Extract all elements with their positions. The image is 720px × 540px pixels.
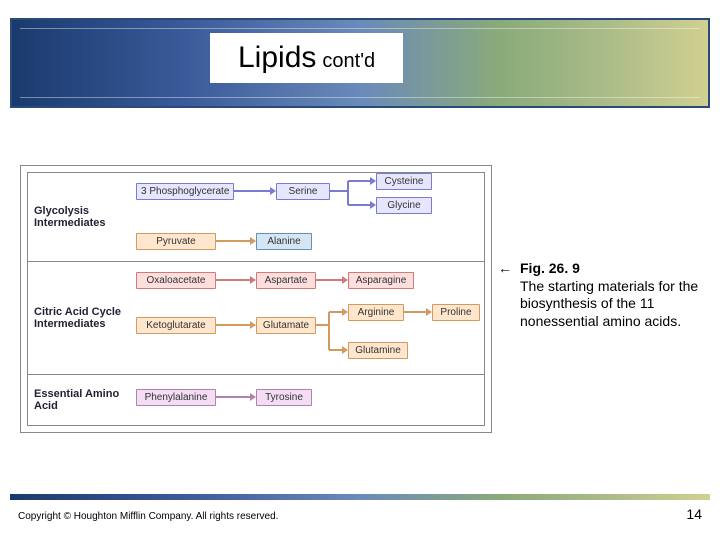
figure-row: Essential Amino Acid Phenylalanine Tyrosin…: [28, 375, 484, 425]
arrowhead-icon: [342, 308, 348, 316]
figure-row: Citric Acid Cycle IntermediatesOxaloacet…: [28, 262, 484, 376]
edge: [316, 279, 342, 281]
arrowhead-icon: [250, 237, 256, 245]
row-content: Oxaloacetate Aspartate Asparagine Ketogluta…: [128, 262, 484, 375]
node-ala: Alanine: [256, 233, 312, 250]
row-label: Citric Acid Cycle Intermediates: [28, 262, 128, 375]
arrowhead-icon: [250, 321, 256, 329]
arrowhead-icon: [270, 187, 276, 195]
figure-row: Glycolysis Intermediates3 Phosphoglycera…: [28, 173, 484, 262]
header-inner: Lipids cont'd: [20, 28, 700, 98]
node-arg: Arginine: [348, 304, 404, 321]
edge: [347, 191, 349, 205]
edge: [216, 279, 250, 281]
edge: [216, 324, 250, 326]
caption-text: The starting materials for the biosynthe…: [520, 278, 698, 329]
caption: ← Fig. 26. 9 The starting materials for …: [500, 260, 708, 330]
node-glu: Glutamate: [256, 317, 316, 334]
arrowhead-icon: [370, 201, 376, 209]
edge: [348, 204, 370, 206]
node-cys: Cysteine: [376, 173, 432, 190]
edge: [348, 180, 370, 182]
edge: [404, 311, 426, 313]
node-tyr: Tyrosine: [256, 389, 312, 406]
edge: [328, 325, 330, 350]
node-asp: Aspartate: [256, 272, 316, 289]
bottom-bar: [10, 494, 710, 500]
edge: [216, 396, 250, 398]
page-number: 14: [686, 506, 702, 522]
node-gly: Glycine: [376, 197, 432, 214]
edge: [234, 190, 270, 192]
row-content: 3 Phosphoglycerate Serine Cysteine Glycine P…: [128, 173, 484, 261]
edge: [329, 349, 342, 351]
arrow-left-icon: ←: [498, 260, 512, 278]
title-sub: cont'd: [322, 50, 375, 73]
node-phe: Phenylalanine: [136, 389, 216, 406]
row-label: Essential Amino Acid: [28, 375, 128, 425]
arrowhead-icon: [342, 276, 348, 284]
row-label: Glycolysis Intermediates: [28, 173, 128, 261]
arrowhead-icon: [250, 276, 256, 284]
figure-label: Fig. 26. 9: [520, 260, 580, 276]
node-gln: Glutamine: [348, 342, 408, 359]
caption-body: Fig. 26. 9 The starting materials for th…: [500, 260, 708, 330]
node-pyr: Pyruvate: [136, 233, 216, 250]
figure-inner: Glycolysis Intermediates3 Phosphoglycera…: [27, 172, 485, 426]
figure-area: Glycolysis Intermediates3 Phosphoglycera…: [20, 165, 492, 433]
arrowhead-icon: [370, 177, 376, 185]
node-asn: Asparagine: [348, 272, 414, 289]
title-box: Lipids cont'd: [210, 33, 403, 83]
arrowhead-icon: [250, 393, 256, 401]
node-oaa: Oxaloacetate: [136, 272, 216, 289]
node-pro: Proline: [432, 304, 480, 321]
node-ser: Serine: [276, 183, 330, 200]
edge: [216, 240, 250, 242]
arrowhead-icon: [426, 308, 432, 316]
header-band: Lipids cont'd: [10, 18, 710, 108]
copyright: Copyright © Houghton Mifflin Company. Al…: [18, 511, 278, 522]
node-3pg: 3 Phosphoglycerate: [136, 183, 234, 200]
edge: [329, 311, 342, 313]
row-content: Phenylalanine Tyrosine: [128, 375, 484, 425]
arrowhead-icon: [342, 346, 348, 354]
node-kg: Ketoglutarate: [136, 317, 216, 334]
edge: [330, 190, 348, 192]
title-main: Lipids: [238, 41, 316, 75]
